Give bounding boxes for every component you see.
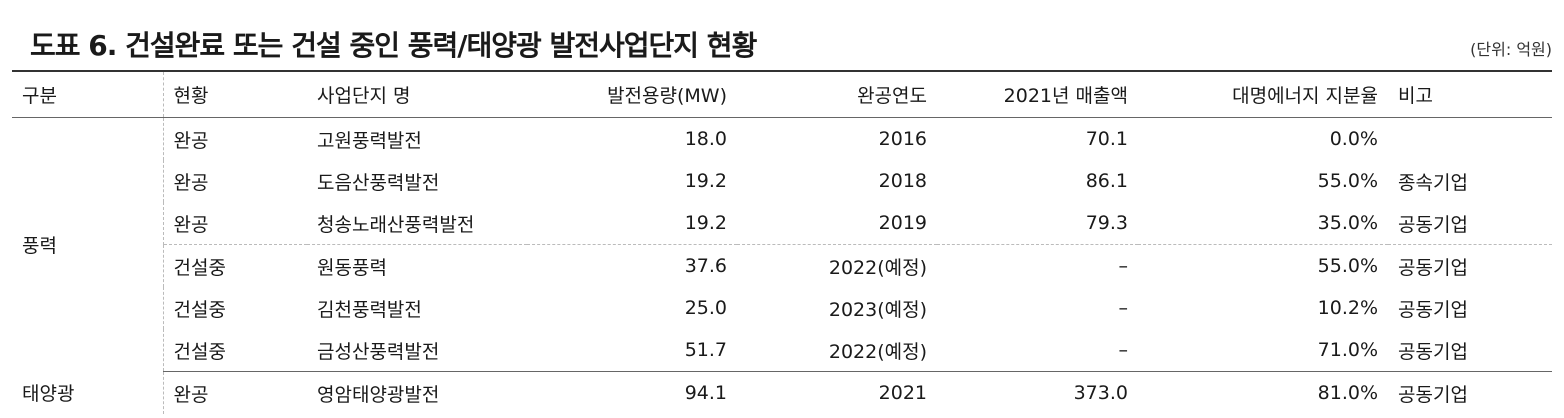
- name-cell: 고원풍력발전: [317, 129, 422, 152]
- note-cell: 공동기업: [1398, 298, 1468, 321]
- share-cell: 0.0%: [1329, 128, 1378, 150]
- note-cell: 공동기업: [1398, 340, 1468, 363]
- name-cell: 영암태양광발전: [307, 371, 527, 414]
- page-title: 도표 6. 건설완료 또는 건설 중인 풍력/태양광 발전사업단지 현황: [30, 29, 757, 62]
- capacity-cell: 25.0: [684, 297, 727, 319]
- note-cell: 종속기업: [1398, 171, 1468, 194]
- share-cell: 55.0%: [1317, 170, 1378, 192]
- sales-cell: 70.1: [1085, 128, 1128, 150]
- year-cell: 2023(예정): [828, 298, 927, 321]
- status-cell: 건설중: [162, 244, 307, 287]
- capacity-cell: 19.2: [684, 170, 727, 192]
- share-cell: 55.0%: [1138, 244, 1388, 287]
- table-row: 태양광 완공 영암태양광발전 94.1 2021 373.0 81.0% 공동기업: [12, 371, 1552, 414]
- name-cell: 금성산풍력발전: [317, 340, 440, 363]
- year-cell: 2019: [878, 212, 927, 234]
- status-table: 구분 현황 사업단지 명 발전용량(MW) 완공연도 2021년 매출액 대명에…: [12, 70, 1552, 414]
- sales-cell: –: [937, 244, 1138, 287]
- name-cell: 도음산풍력발전: [317, 171, 440, 194]
- category-cell: 태양광: [22, 383, 75, 406]
- header-year: 완공연도: [737, 70, 937, 118]
- status-cell: 완공: [162, 117, 307, 160]
- table-header-row: 구분 현황 사업단지 명 발전용량(MW) 완공연도 2021년 매출액 대명에…: [12, 70, 1552, 118]
- table-row: 건설중 금성산풍력발전 51.7 2022(예정) – 71.0% 공동기업: [12, 329, 1552, 372]
- share-cell: 81.0%: [1138, 371, 1388, 414]
- name-cell: 청송노래산풍력발전: [317, 213, 475, 236]
- table-row: 완공 청송노래산풍력발전 19.2 2019 79.3 35.0% 공동기업: [12, 202, 1552, 245]
- header-name: 사업단지 명: [307, 70, 527, 118]
- note-cell: 공동기업: [1398, 213, 1468, 236]
- sales-cell: –: [1118, 297, 1129, 319]
- sales-cell: 79.3: [1085, 212, 1128, 234]
- year-cell: 2018: [878, 170, 927, 192]
- share-cell: 10.2%: [1317, 297, 1378, 319]
- status-cell: 완공: [162, 371, 307, 414]
- table-row: 풍력 완공 고원풍력발전 18.0 2016 70.1 0.0%: [12, 117, 1552, 257]
- header-capacity: 발전용량(MW): [527, 70, 737, 118]
- header-status: 현황: [162, 70, 307, 118]
- name-cell: 원동풍력: [307, 244, 527, 287]
- table-row: 완공 도음산풍력발전 19.2 2018 86.1 55.0% 종속기업: [12, 160, 1552, 202]
- name-cell: 김천풍력발전: [317, 298, 422, 321]
- title-bar: 도표 6. 건설완료 또는 건설 중인 풍력/태양광 발전사업단지 현황 (단위…: [12, 16, 1552, 68]
- header-share: 대명에너지 지분율: [1138, 70, 1388, 118]
- share-cell: 71.0%: [1317, 339, 1378, 361]
- sales-cell: 86.1: [1085, 170, 1128, 192]
- year-cell: 2022(예정): [828, 340, 927, 363]
- table-row: 건설중 원동풍력 37.6 2022(예정) –55.0% 공동기업: [12, 244, 1552, 287]
- capacity-cell: 37.6: [527, 244, 737, 287]
- capacity-cell: 19.2: [684, 212, 727, 234]
- unit-label: (단위: 억원): [1470, 40, 1552, 59]
- year-cell: 2021: [737, 371, 937, 414]
- status-cell: 완공: [162, 160, 307, 202]
- status-cell: 완공: [162, 202, 307, 245]
- sales-cell: 373.0: [937, 371, 1138, 414]
- header-category: 구분: [12, 70, 163, 118]
- status-cell: 건설중: [162, 329, 307, 372]
- note-cell: [1388, 118, 1552, 161]
- year-cell: 2016: [878, 128, 927, 150]
- sales-cell: –: [1118, 339, 1129, 361]
- note-cell: 공동기업: [1388, 371, 1552, 414]
- capacity-cell: 18.0: [684, 128, 727, 150]
- header-sales: 2021년 매출액: [937, 70, 1138, 118]
- table-row: 건설중 김천풍력발전 25.0 2023(예정) – 10.2% 공동기업: [12, 287, 1552, 329]
- table-body: 풍력 완공 고원풍력발전 18.0 2016 70.1 0.0% 완공 도음산풍력발전 19.2 2…: [12, 117, 1552, 414]
- category-cell: 풍력: [22, 235, 57, 258]
- status-cell: 건설중: [162, 287, 307, 329]
- header-note: 비고: [1388, 70, 1552, 118]
- share-cell: 35.0%: [1317, 212, 1378, 234]
- note-cell: 공동기업: [1388, 244, 1552, 287]
- year-cell: 2022(예정): [737, 244, 937, 287]
- capacity-cell: 94.1: [527, 371, 737, 414]
- capacity-cell: 51.7: [684, 339, 727, 361]
